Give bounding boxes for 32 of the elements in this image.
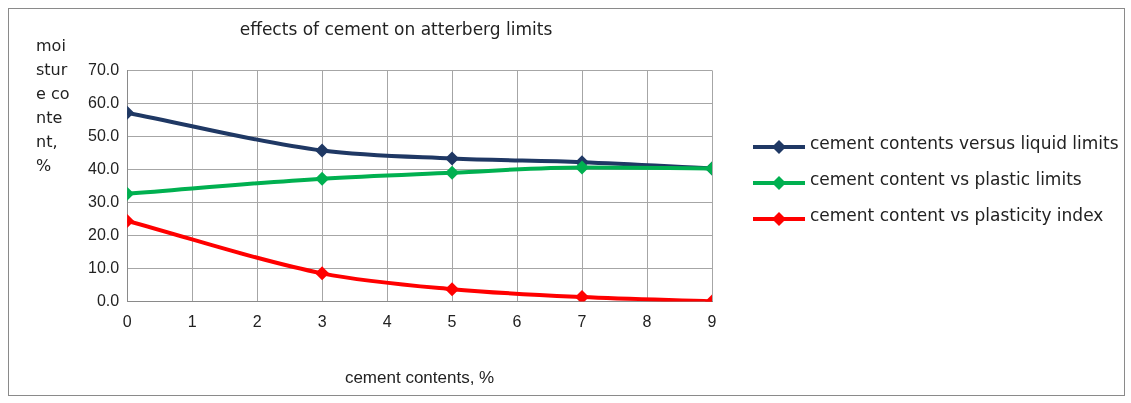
point [315,143,330,158]
y-tick-label: 20.0 [88,225,120,243]
y-tick-label: 70.0 [88,60,120,78]
y-tick-label: 40.0 [88,159,120,177]
x-tick-label: 0 [122,313,132,331]
point [575,290,590,302]
x-tick-label: 1 [187,313,197,331]
y-axis-title: moisture content, % [36,35,70,177]
point [315,171,330,186]
y-tick-label: 60.0 [88,93,120,111]
x-tick-label: 6 [512,313,522,331]
legend-label: cement contents versus liquid limits [810,132,1119,155]
point [445,282,460,297]
legend-label: cement content vs plasticity index [810,204,1104,227]
y-tick-label: 0.0 [96,291,120,309]
x-tick-label: 3 [317,313,327,331]
x-axis-title: cement contents, % [344,368,495,388]
y-tick-label: 50.0 [88,126,120,144]
x-tick-label: 2 [252,313,262,331]
legend-label: cement content vs plastic limits [810,168,1082,191]
point [575,160,590,175]
x-tick-label: 5 [447,313,457,331]
point [315,266,330,281]
x-tick-label: 7 [577,313,587,331]
x-tick-label: 4 [382,313,392,331]
point [445,151,460,166]
y-tick-label: 10.0 [88,258,120,276]
point [445,165,460,180]
x-tick-label: 9 [707,313,717,331]
chart-title: effects of cement on atterberg limits [239,18,553,39]
x-tick-label: 8 [642,313,652,331]
y-tick-label: 30.0 [88,192,120,210]
